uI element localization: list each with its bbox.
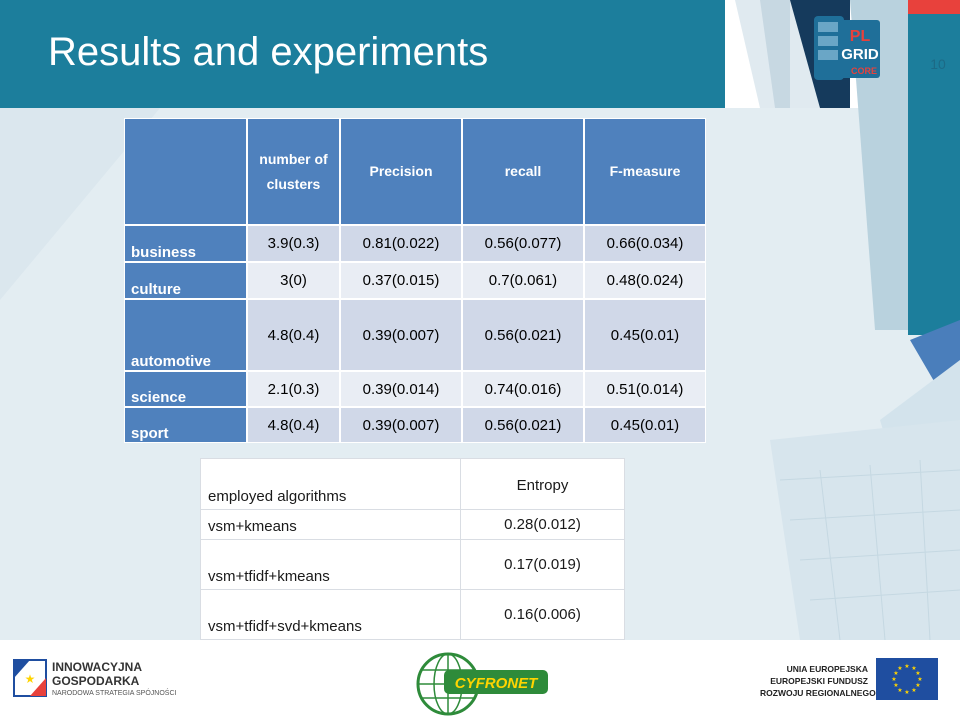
svg-text:★: ★ [897, 687, 902, 694]
table-cell: 0.56(0.077) [462, 225, 584, 262]
table-cell: 0.39(0.007) [340, 299, 462, 371]
table-cell: 0.37(0.015) [340, 262, 462, 299]
page-number: 10 [930, 56, 946, 72]
svg-text:★: ★ [904, 689, 909, 696]
table-cell: 0.74(0.016) [462, 371, 584, 407]
svg-text:★: ★ [911, 687, 916, 694]
table-row: sport 4.8(0.4) 0.39(0.007) 0.56(0.021) 0… [124, 407, 706, 443]
table-cell: 0.56(0.021) [462, 407, 584, 443]
table-row: culture 3(0) 0.37(0.015) 0.7(0.061) 0.48… [124, 262, 706, 299]
svg-text:★: ★ [897, 665, 902, 672]
innowacyjna-line3: NARODOWA STRATEGIA SPÓJNOŚCI [52, 690, 177, 697]
svg-text:GRID: GRID [841, 46, 879, 63]
table-row: vsm+tfidf+kmeans 0.17(0.019) [200, 539, 625, 590]
table-row: vsm+tfidf+svd+kmeans 0.16(0.006) [200, 589, 625, 640]
eu-line1: UNIA EUROPEJSKA [786, 664, 868, 674]
row-label: automotive [124, 299, 247, 371]
table-cell: 0.45(0.01) [584, 407, 706, 443]
table-cell: 0.81(0.022) [340, 225, 462, 262]
table-header-row: employed algorithms Entropy [200, 458, 625, 510]
row-label: science [124, 371, 247, 407]
table-header-corner [124, 118, 247, 225]
eu-flag-icon: ★ ★★ ★★★ ★★★ ★★★ [876, 658, 938, 700]
table-header-cell: number of clusters [247, 118, 340, 225]
plgrid-core-logo: PL GRID CORE [814, 16, 880, 80]
entropy-value: 0.28(0.012) [460, 509, 625, 540]
table-cell: 3(0) [247, 262, 340, 299]
table-header-row: number of clusters Precision recall F-me… [124, 118, 706, 225]
row-label: sport [124, 407, 247, 443]
table-header-cell: recall [462, 118, 584, 225]
algorithm-label: vsm+tfidf+svd+kmeans [200, 589, 461, 640]
table-header-cell: F-measure [584, 118, 706, 225]
svg-text:CYFRONET: CYFRONET [455, 675, 539, 692]
algorithm-label: vsm+kmeans [200, 509, 461, 540]
innowacyjna-gospodarka-logo: ★ [13, 659, 47, 697]
table-cell: 0.7(0.061) [462, 262, 584, 299]
svg-text:CORE: CORE [851, 66, 877, 76]
svg-text:★: ★ [893, 670, 898, 677]
innowacyjna-line1: INNOWACYJNA [52, 660, 143, 674]
table-row: business 3.9(0.3) 0.81(0.022) 0.56(0.077… [124, 225, 706, 262]
table-cell: 0.45(0.01) [584, 299, 706, 371]
table-row: automotive 4.8(0.4) 0.39(0.007) 0.56(0.0… [124, 299, 706, 371]
table-cell: 0.48(0.024) [584, 262, 706, 299]
svg-text:★: ★ [915, 682, 920, 689]
eu-line2: EUROPEJSKI FUNDUSZ [770, 676, 868, 686]
svg-text:★: ★ [911, 665, 916, 672]
entropy-value: 0.16(0.006) [460, 589, 625, 640]
entropy-value: 0.17(0.019) [460, 539, 625, 590]
table-row: vsm+kmeans 0.28(0.012) [200, 509, 625, 540]
svg-text:★: ★ [25, 672, 36, 686]
eu-line3: ROZWOJU REGIONALNEGO [760, 688, 876, 698]
table-header-cell: employed algorithms [200, 458, 461, 510]
svg-text:★: ★ [893, 682, 898, 689]
svg-text:★: ★ [915, 670, 920, 677]
table-cell: 3.9(0.3) [247, 225, 340, 262]
svg-text:★: ★ [904, 663, 909, 670]
svg-text:★: ★ [917, 676, 922, 683]
svg-text:PL: PL [850, 28, 871, 45]
table-cell: 4.8(0.4) [247, 299, 340, 371]
row-label: business [124, 225, 247, 262]
table-cell: 0.39(0.007) [340, 407, 462, 443]
clustering-results-table: number of clusters Precision recall F-me… [124, 118, 706, 443]
table-cell: 4.8(0.4) [247, 407, 340, 443]
table-header-cell: Entropy [460, 458, 625, 510]
svg-text:★: ★ [891, 676, 896, 683]
table-cell: 2.1(0.3) [247, 371, 340, 407]
table-cell: 0.39(0.014) [340, 371, 462, 407]
slide-title: Results and experiments [48, 30, 489, 74]
table-header-cell: Precision [340, 118, 462, 225]
algorithm-label: vsm+tfidf+kmeans [200, 539, 461, 590]
table-cell: 0.56(0.021) [462, 299, 584, 371]
table-cell: 0.51(0.014) [584, 371, 706, 407]
entropy-table: employed algorithms Entropy vsm+kmeans 0… [200, 458, 625, 640]
cyfronet-logo: CYFRONET [416, 652, 548, 716]
table-cell: 0.66(0.034) [584, 225, 706, 262]
table-row: science 2.1(0.3) 0.39(0.014) 0.74(0.016)… [124, 371, 706, 407]
innowacyjna-line2: GOSPODARKA [52, 674, 140, 688]
row-label: culture [124, 262, 247, 299]
footer: ★ INNOWACYJNA GOSPODARKA NARODOWA STRATE… [0, 640, 960, 720]
title-bar [0, 0, 725, 108]
